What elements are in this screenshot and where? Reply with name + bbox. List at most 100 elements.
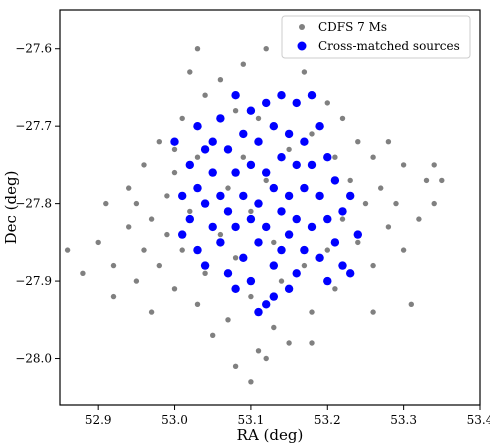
data-point: [385, 224, 392, 230]
data-point: [286, 340, 292, 346]
data-point: [148, 309, 155, 315]
data-point: [208, 137, 217, 146]
data-point: [309, 131, 315, 137]
data-point: [307, 160, 317, 170]
data-point: [315, 253, 324, 262]
data-point: [355, 139, 361, 145]
data-point: [370, 262, 376, 269]
data-point: [170, 137, 179, 146]
data-point: [80, 270, 86, 276]
data-point: [263, 355, 269, 362]
data-point: [171, 146, 178, 153]
data-point: [301, 262, 308, 269]
data-point: [423, 177, 430, 184]
data-point: [269, 183, 278, 193]
data-point: [346, 191, 355, 201]
series-cross-matched: [170, 91, 362, 317]
data-point: [346, 269, 355, 278]
data-point: [248, 379, 254, 385]
data-point: [277, 245, 286, 255]
data-point: [254, 238, 263, 247]
data-point: [193, 183, 202, 193]
x-tick-label: 53.1: [238, 413, 265, 427]
data-point: [164, 193, 170, 199]
data-point: [246, 160, 256, 170]
data-point: [284, 191, 294, 201]
data-point: [292, 98, 301, 108]
data-point: [156, 139, 162, 145]
data-point: [353, 230, 362, 239]
data-point: [416, 216, 422, 222]
y-tick-label: −27.9: [15, 274, 52, 288]
x-tick-label: 53.4: [467, 413, 490, 427]
data-point: [301, 69, 308, 75]
data-point: [126, 224, 132, 230]
data-point: [164, 231, 170, 238]
data-point: [269, 261, 278, 270]
data-point: [217, 231, 224, 238]
data-point: [248, 208, 254, 215]
data-point: [263, 177, 269, 184]
data-point: [171, 169, 178, 176]
data-point: [300, 137, 309, 146]
data-point: [277, 153, 286, 162]
data-point: [248, 293, 254, 300]
data-point: [255, 115, 262, 122]
y-tick-label: −28.0: [15, 352, 52, 366]
data-point: [103, 200, 109, 207]
data-point: [292, 214, 301, 224]
data-point: [110, 262, 117, 269]
data-point: [231, 91, 240, 100]
data-point: [262, 222, 271, 232]
data-point: [141, 162, 147, 168]
data-point: [271, 324, 277, 331]
legend-marker-cross-matched: [297, 41, 307, 51]
data-point: [254, 137, 263, 146]
data-point: [223, 145, 233, 154]
data-point: [284, 129, 294, 139]
data-point: [439, 177, 445, 184]
y-tick-label: −27.6: [15, 42, 52, 56]
data-point: [95, 239, 101, 246]
data-point: [179, 247, 185, 253]
data-point: [179, 115, 185, 122]
y-axis-ticks: −27.6 −27.7 −27.8 −27.9 −28.0: [15, 42, 60, 366]
data-point: [200, 261, 210, 270]
data-point: [255, 348, 262, 354]
data-point: [148, 216, 155, 222]
data-point: [330, 176, 340, 185]
data-point: [225, 185, 231, 191]
data-point: [400, 247, 407, 253]
data-point: [239, 129, 248, 139]
data-point: [338, 261, 347, 270]
data-point: [239, 191, 248, 201]
data-point: [315, 122, 324, 131]
data-point: [187, 208, 193, 215]
data-point: [323, 153, 332, 162]
data-point: [185, 214, 194, 224]
data-point: [330, 238, 340, 247]
data-point: [208, 222, 217, 232]
data-point: [300, 183, 309, 193]
data-point: [193, 245, 202, 255]
data-point: [370, 309, 376, 315]
data-point: [200, 199, 210, 208]
data-point: [231, 222, 240, 232]
data-point: [239, 253, 248, 262]
data-point: [232, 255, 239, 261]
x-axis-ticks: 52.9 53.0 53.1 53.2 53.3 53.4: [85, 405, 490, 427]
data-point: [262, 168, 271, 177]
x-tick-label: 53.3: [390, 413, 417, 427]
legend-label-cdfs: CDFS 7 Ms: [318, 20, 387, 34]
data-point: [202, 92, 208, 98]
data-point: [362, 200, 369, 207]
data-point: [284, 284, 294, 293]
data-point: [347, 177, 353, 184]
y-tick-label: −27.7: [15, 119, 52, 133]
data-point: [393, 200, 399, 207]
data-point: [210, 332, 216, 338]
data-point: [431, 200, 437, 207]
data-point: [300, 245, 309, 255]
data-point: [240, 154, 246, 160]
data-point: [178, 191, 187, 201]
